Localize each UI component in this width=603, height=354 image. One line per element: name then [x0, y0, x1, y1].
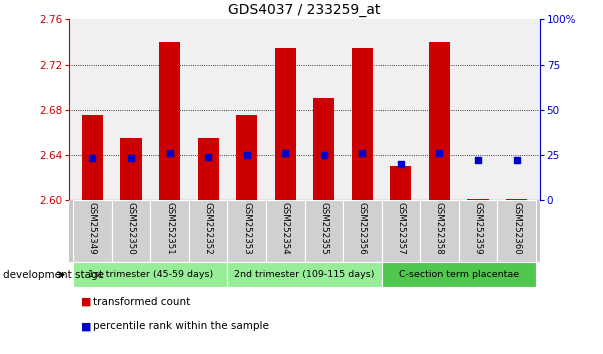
Bar	[236, 115, 257, 200]
Point	[165, 150, 174, 156]
Bar	[227, 200, 266, 262]
Bar	[497, 200, 536, 262]
Text: GSM252351: GSM252351	[165, 202, 174, 255]
Bar	[150, 200, 189, 262]
Bar	[382, 200, 420, 262]
Bar	[274, 48, 296, 200]
Bar	[266, 200, 305, 262]
Bar	[352, 48, 373, 200]
Point	[280, 150, 290, 156]
Point	[319, 152, 329, 158]
Text: GSM252360: GSM252360	[512, 202, 521, 255]
Bar	[82, 115, 103, 200]
Text: GSM252359: GSM252359	[473, 202, 482, 255]
Text: GSM252352: GSM252352	[204, 202, 213, 255]
Point	[126, 156, 136, 161]
Bar	[420, 200, 459, 262]
Text: 1st trimester (45-59 days): 1st trimester (45-59 days)	[87, 270, 213, 279]
Point	[203, 154, 213, 160]
Bar	[459, 200, 497, 262]
Title: GDS4037 / 233259_at: GDS4037 / 233259_at	[229, 3, 380, 17]
Point	[358, 150, 367, 156]
Text: 2nd trimester (109-115 days): 2nd trimester (109-115 days)	[234, 270, 375, 279]
Bar	[112, 200, 150, 262]
Text: development stage: development stage	[3, 270, 104, 280]
Bar	[343, 200, 382, 262]
Bar	[121, 138, 142, 200]
Text: GSM252353: GSM252353	[242, 202, 251, 255]
Text: GSM252358: GSM252358	[435, 202, 444, 255]
Bar	[227, 262, 382, 287]
Text: GSM252349: GSM252349	[88, 202, 97, 255]
Bar	[382, 262, 536, 287]
Point	[435, 150, 444, 156]
Text: transformed count: transformed count	[93, 297, 191, 307]
Text: ■: ■	[81, 297, 92, 307]
Bar	[73, 200, 112, 262]
Text: GSM252355: GSM252355	[320, 202, 328, 255]
Bar	[429, 42, 450, 200]
Bar	[467, 199, 488, 200]
Text: GSM252350: GSM252350	[127, 202, 136, 255]
Bar	[189, 200, 227, 262]
Text: GSM252354: GSM252354	[281, 202, 289, 255]
Bar	[390, 166, 411, 200]
Bar	[159, 42, 180, 200]
Point	[242, 152, 251, 158]
Bar	[73, 262, 227, 287]
Bar	[506, 199, 527, 200]
Bar	[313, 98, 335, 200]
Point	[512, 158, 522, 163]
Text: C-section term placentae: C-section term placentae	[399, 270, 519, 279]
Text: ■: ■	[81, 321, 92, 331]
Bar	[198, 138, 219, 200]
Text: percentile rank within the sample: percentile rank within the sample	[93, 321, 270, 331]
Point	[396, 161, 406, 167]
Point	[87, 156, 97, 161]
Point	[473, 158, 483, 163]
Text: GSM252357: GSM252357	[396, 202, 405, 255]
Bar	[305, 200, 343, 262]
Text: GSM252356: GSM252356	[358, 202, 367, 255]
